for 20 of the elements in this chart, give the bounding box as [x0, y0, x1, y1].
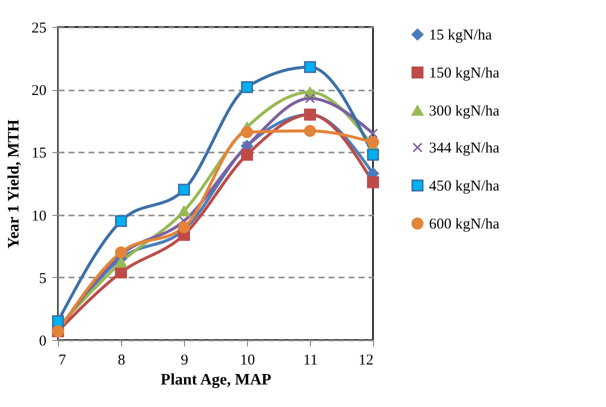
y-tick-label: 25 [32, 20, 46, 36]
x-tick-label: 12 [358, 352, 374, 368]
legend-label: 450 kgN/ha [429, 178, 500, 194]
y-tick-label: 20 [32, 83, 46, 100]
legend-label: 150 kgN/ha [429, 66, 500, 82]
y-tick-label: 5 [39, 270, 46, 287]
y-tick-label: 15 [32, 146, 46, 162]
legend-label: 15 kgN/ha [429, 28, 492, 44]
y-axis-title: Year 1 Yield, MTH [6, 118, 22, 249]
legend-label: 600 kgN/ha [429, 216, 500, 232]
x-axis-title: Plant Age, MAP [160, 372, 272, 388]
x-tick-label: 9 [180, 352, 188, 368]
x-tick-label: 8 [118, 352, 126, 368]
legend-label: 300 kgN/ha [429, 104, 500, 120]
y-tick-label: 10 [32, 208, 46, 224]
x-tick-label: 10 [240, 352, 255, 368]
legend-label: 344 kgN/ha [429, 140, 500, 156]
x-tick-label: 11 [303, 352, 318, 368]
x-tick-label: 7 [58, 352, 66, 368]
y-tick-label: 0 [39, 334, 46, 350]
